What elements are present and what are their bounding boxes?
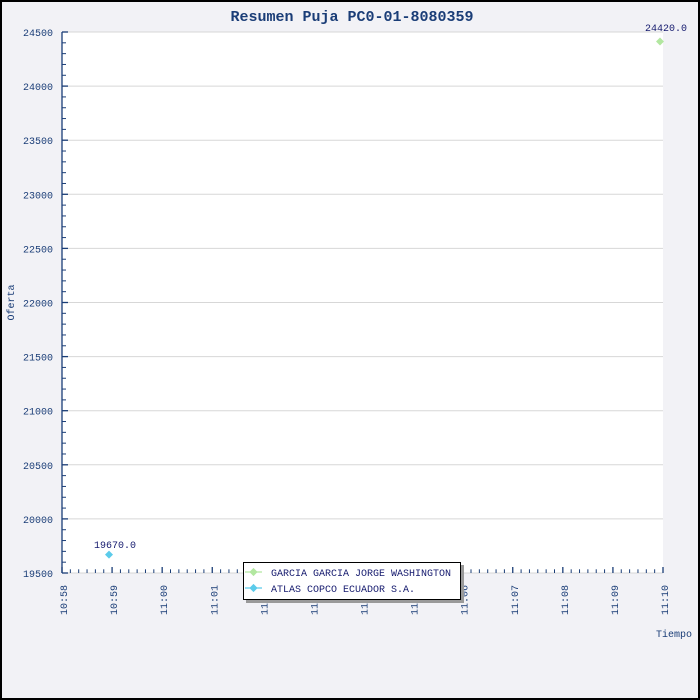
svg-text:21500: 21500 (23, 354, 53, 365)
svg-text:ATLAS COPCO ECUADOR S.A.: ATLAS COPCO ECUADOR S.A. (271, 585, 415, 596)
svg-text:10:58: 10:58 (60, 585, 71, 615)
svg-text:Resumen Puja PC0-01-8080359: Resumen Puja PC0-01-8080359 (230, 9, 473, 26)
svg-text:19670.0: 19670.0 (94, 541, 136, 552)
svg-text:11:07: 11:07 (511, 585, 522, 615)
svg-text:21000: 21000 (23, 408, 53, 419)
svg-text:22500: 22500 (23, 245, 53, 256)
svg-text:24000: 24000 (23, 83, 53, 94)
svg-text:23500: 23500 (23, 137, 53, 148)
svg-text:20000: 20000 (23, 516, 53, 527)
svg-text:GARCIA GARCIA JORGE WASHINGTON: GARCIA GARCIA JORGE WASHINGTON (271, 569, 451, 580)
svg-text:Oferta: Oferta (6, 284, 18, 320)
svg-text:24420.0: 24420.0 (645, 24, 687, 35)
svg-text:19500: 19500 (23, 570, 53, 581)
svg-text:23000: 23000 (23, 191, 53, 202)
svg-text:20500: 20500 (23, 462, 53, 473)
svg-text:11:08: 11:08 (561, 585, 572, 615)
svg-text:11:09: 11:09 (611, 585, 622, 615)
svg-text:22000: 22000 (23, 300, 53, 311)
svg-text:Tiempo: Tiempo (656, 629, 692, 641)
svg-text:11:01: 11:01 (210, 585, 221, 615)
svg-text:24500: 24500 (23, 29, 53, 40)
svg-text:11:10: 11:10 (661, 585, 672, 615)
svg-text:10:59: 10:59 (110, 585, 121, 615)
svg-text:11:00: 11:00 (160, 585, 171, 615)
